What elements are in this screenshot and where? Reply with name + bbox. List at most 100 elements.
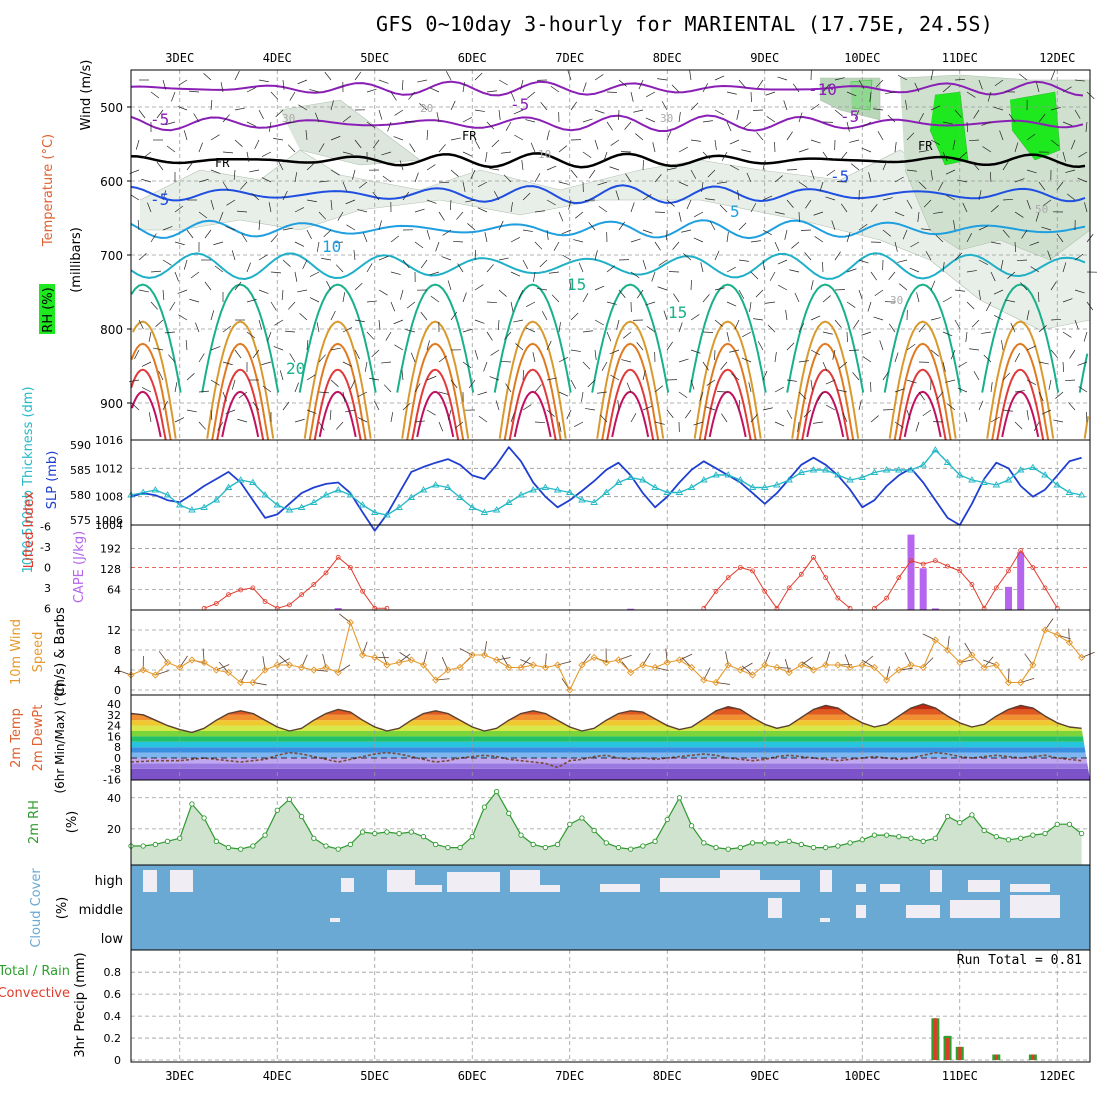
wind-barb bbox=[858, 259, 869, 264]
thickness-marker-13 bbox=[285, 506, 294, 513]
wind-barb bbox=[978, 225, 989, 231]
thickness-marker-5 bbox=[188, 506, 196, 513]
wind-barb bbox=[625, 173, 632, 183]
wind-barb bbox=[294, 241, 305, 247]
contour-label-18: 30 bbox=[660, 112, 673, 125]
wind-barb bbox=[426, 129, 429, 141]
contour-label-11: 15 bbox=[567, 275, 586, 294]
wind-barb bbox=[969, 348, 980, 351]
wind-barb bbox=[387, 121, 392, 132]
thickness-marker-2 bbox=[151, 486, 160, 493]
wind-barb bbox=[810, 139, 821, 144]
wind-barb bbox=[364, 361, 368, 372]
wind-barb bbox=[449, 199, 452, 211]
wind-barb bbox=[342, 361, 353, 367]
temp-line bbox=[130, 703, 1082, 734]
wind-barb bbox=[973, 109, 980, 119]
wind-barb bbox=[879, 340, 884, 351]
wind-barb bbox=[981, 331, 992, 334]
wind-barb bbox=[539, 259, 548, 268]
wind-barb bbox=[930, 349, 939, 357]
thickness-marker-62 bbox=[882, 466, 891, 473]
wind-barb bbox=[408, 91, 416, 100]
rh-marker bbox=[932, 835, 939, 841]
wind-barb bbox=[678, 146, 688, 153]
temp-band-9 bbox=[131, 720, 1090, 726]
rh-marker bbox=[506, 810, 512, 816]
wind10-marker bbox=[237, 678, 245, 687]
rh-marker bbox=[883, 832, 890, 838]
wind-barb bbox=[231, 250, 236, 261]
wind-barb bbox=[342, 391, 346, 402]
rh-moist-0 bbox=[929, 91, 969, 166]
wind-barb bbox=[1048, 379, 1052, 390]
wind-barb bbox=[875, 79, 884, 88]
wind-barb bbox=[534, 384, 542, 393]
wind-barb bbox=[148, 331, 152, 342]
pressure-tick-600: 600 bbox=[100, 175, 123, 189]
wind-barb bbox=[965, 331, 968, 342]
wind-barb bbox=[306, 162, 315, 171]
wind-barb bbox=[617, 400, 620, 411]
wind-barb bbox=[258, 220, 261, 231]
wind10-marker bbox=[736, 666, 745, 674]
wind-barb bbox=[546, 377, 557, 381]
day-label-top-3: 6DEC bbox=[458, 51, 487, 65]
wind-barb bbox=[354, 319, 365, 323]
wind10-marker bbox=[285, 661, 294, 669]
thickness-marker-7 bbox=[212, 496, 221, 503]
wind-barb bbox=[792, 83, 800, 93]
temp-arch-0-12 bbox=[1078, 353, 1089, 393]
contour-10 bbox=[130, 219, 1086, 240]
wind-barb bbox=[150, 270, 161, 273]
wind-barb bbox=[1002, 229, 1010, 238]
wind-barb bbox=[222, 361, 233, 366]
pressure-tick-700: 700 bbox=[100, 249, 123, 263]
wind-barb bbox=[330, 199, 333, 210]
wind-barb bbox=[741, 149, 752, 153]
wind-barb bbox=[654, 421, 665, 425]
wind-barb bbox=[294, 418, 305, 423]
wind-barb bbox=[734, 319, 740, 330]
thickness-marker-78 bbox=[1077, 491, 1086, 498]
wind-barb bbox=[321, 257, 332, 261]
rh-marker bbox=[1018, 835, 1024, 841]
wind-barb bbox=[636, 342, 644, 351]
wind-barb bbox=[694, 211, 704, 218]
wind-barb bbox=[748, 382, 752, 393]
wind-barb bbox=[952, 139, 956, 150]
wind10-marker bbox=[834, 661, 842, 669]
wind-barb bbox=[906, 199, 913, 209]
wind-barb bbox=[699, 391, 704, 402]
wind-barb bbox=[714, 349, 716, 361]
slp-axis-label: SLP (mb) bbox=[45, 451, 60, 510]
wind-barb bbox=[978, 259, 988, 266]
wind-barb bbox=[381, 361, 392, 364]
wind-barb bbox=[162, 226, 173, 231]
temp-arch-4-8 bbox=[708, 390, 747, 438]
wind-barb bbox=[478, 181, 488, 188]
wind-barb bbox=[814, 236, 824, 243]
wind-barb bbox=[690, 379, 695, 390]
extremes-axis-label: (6hr Min/Max) (°C) bbox=[53, 682, 67, 793]
cape-tick-192: 192 bbox=[100, 542, 121, 555]
wind-barb bbox=[309, 89, 320, 93]
wind-barb bbox=[1078, 151, 1088, 158]
wind-barb bbox=[673, 293, 680, 303]
thickness-marker-30 bbox=[492, 506, 501, 513]
thickness-marker-8 bbox=[224, 483, 233, 490]
wind-barb bbox=[1065, 169, 1076, 173]
wind-barb bbox=[210, 199, 215, 210]
day-label-bottom-1: 4DEC bbox=[263, 1069, 292, 1083]
contour-label-15: 10 bbox=[538, 148, 551, 161]
rh-marker bbox=[408, 829, 414, 835]
wind-barb bbox=[968, 139, 980, 142]
li-marker bbox=[1006, 568, 1011, 574]
wind-barb bbox=[902, 229, 908, 240]
wind-barb bbox=[195, 322, 200, 333]
wind-barb bbox=[261, 151, 272, 157]
dewpt-axis-label: 2m DewPt bbox=[31, 705, 46, 772]
thickness-marker-25 bbox=[431, 481, 440, 488]
thickness-marker-16 bbox=[322, 491, 330, 498]
thickness-marker-43 bbox=[651, 483, 659, 490]
